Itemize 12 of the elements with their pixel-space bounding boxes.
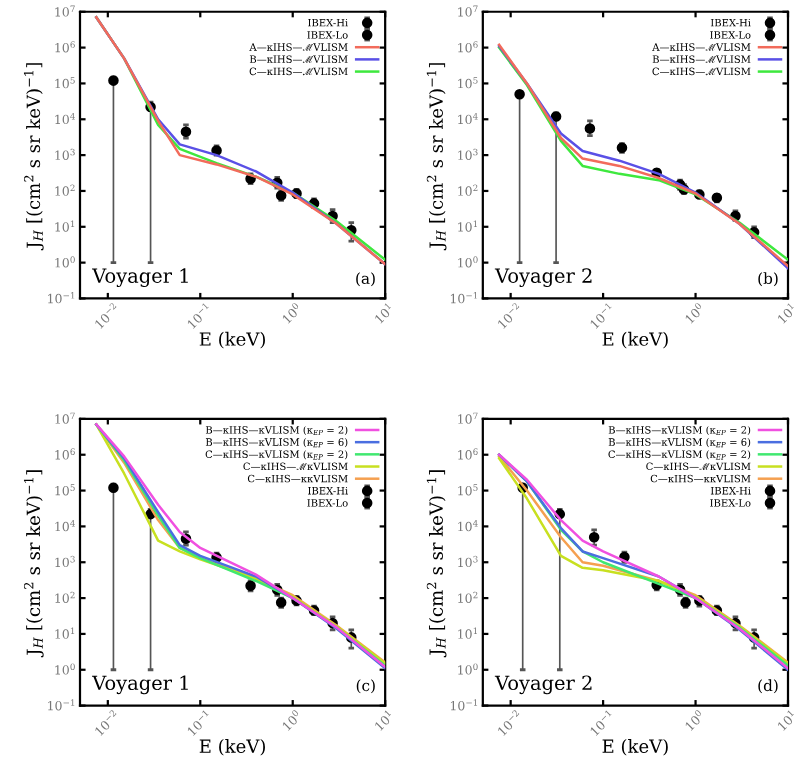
annotation: Voyager 2 (494, 675, 592, 695)
y-axis-title: J$_{H}$ [(cm$^{2}$ s sr keV)$^{−1}$] (23, 63, 44, 251)
annotation: Voyager 1 (92, 268, 188, 287)
y-axis-title: J$_{H}$ [(cm$^{2}$ s sr keV)$^{−1}$] (426, 470, 447, 658)
x-axis-title: E (keV) (199, 331, 265, 349)
x-axis-title: E (keV) (602, 739, 668, 756)
x-axis-title: E (keV) (602, 331, 668, 349)
annotation: Voyager 2 (494, 268, 592, 287)
y-axis-title: J$_{H}$ [(cm$^{2}$ s sr keV)$^{−1}$] (23, 470, 44, 658)
annotation: Voyager 1 (92, 675, 188, 695)
x-axis-title: E (keV) (199, 739, 265, 756)
y-axis-title: J$_{H}$ [(cm$^{2}$ s sr keV)$^{−1}$] (426, 63, 447, 251)
